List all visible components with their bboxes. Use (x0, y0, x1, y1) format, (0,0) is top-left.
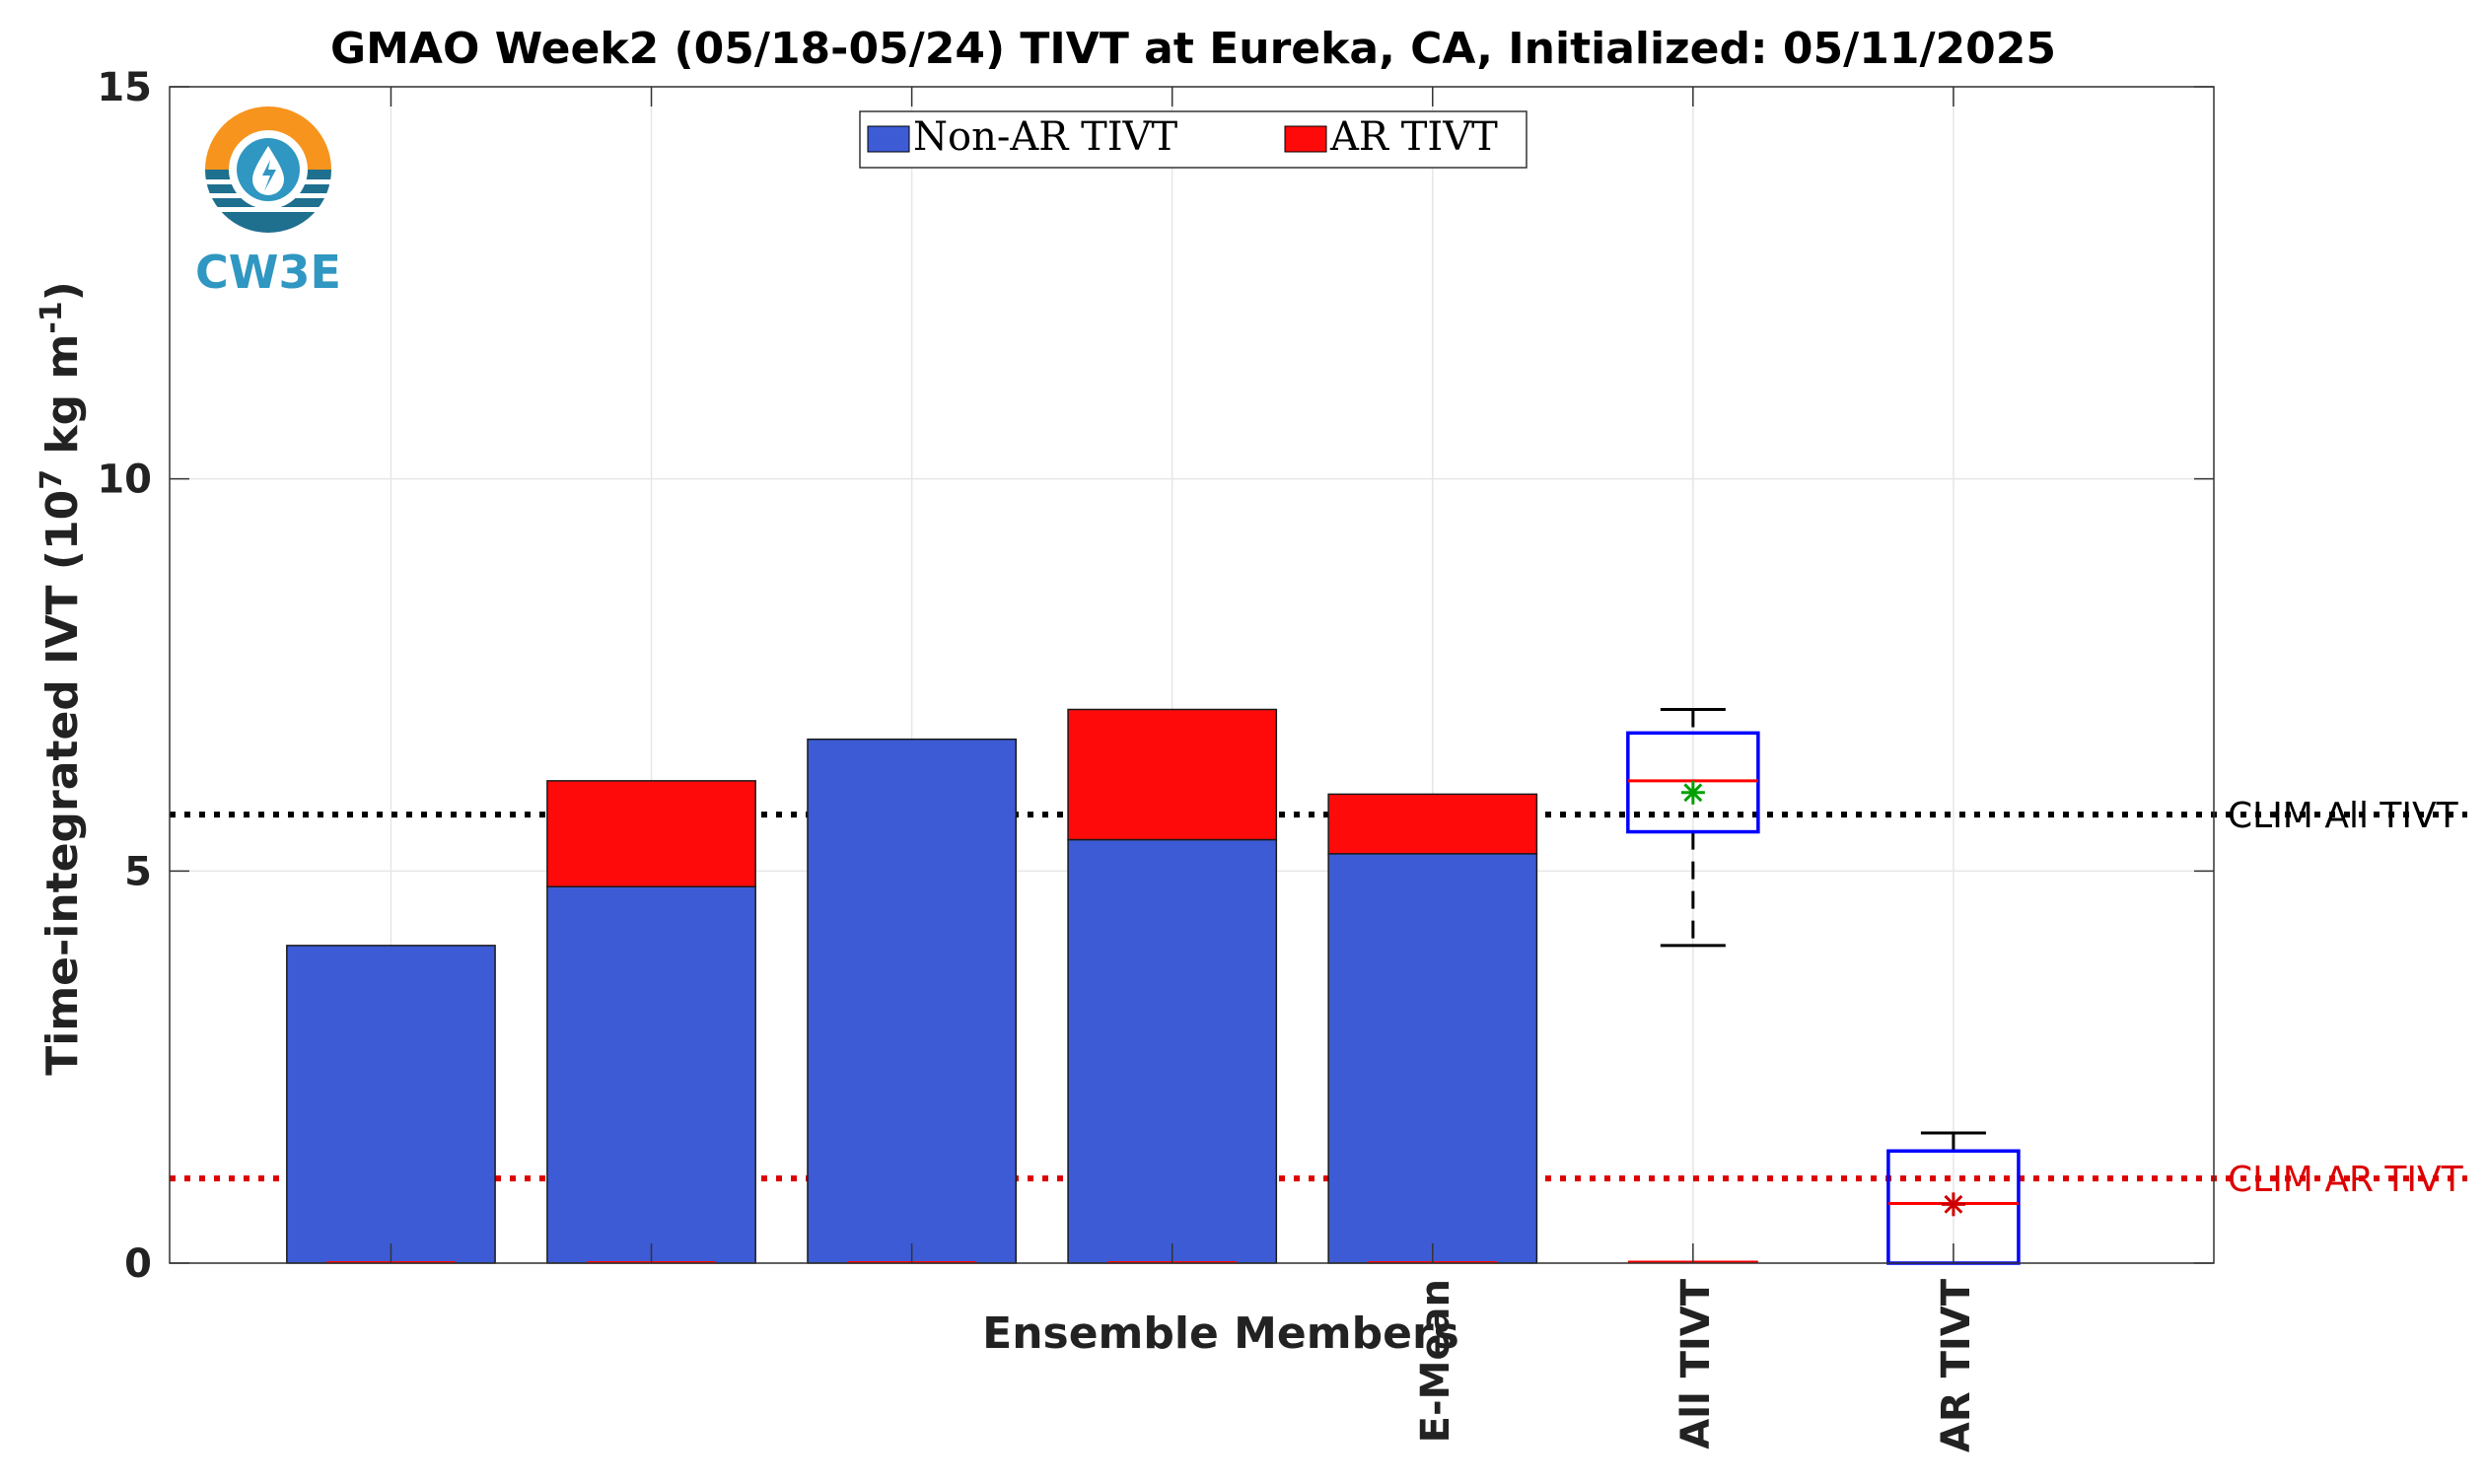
mean-marker-stroke (1683, 783, 1703, 803)
bar-non-ar-5 (1327, 853, 1538, 1264)
mean-marker (1941, 1192, 1965, 1217)
bar-ar-4 (1067, 708, 1278, 841)
bar-non-ar-4 (1067, 838, 1278, 1264)
legend-label-non-ar: Non-AR TIVT (913, 114, 1177, 160)
logo-text: CW3E (195, 246, 341, 299)
box (1626, 731, 1760, 834)
mean-marker (1680, 780, 1705, 805)
bars (286, 708, 1538, 1264)
legend: Non-AR TIVT AR TIVT (859, 110, 1528, 169)
clim-all-tivt-label: CLIM All TIVT (2228, 796, 2459, 836)
axes (169, 86, 2215, 1264)
y-tick-labels: 0 5 10 15 (97, 65, 152, 1287)
x-tick-label: AR TIVT (1934, 1278, 1979, 1452)
bar-non-ar-2 (546, 885, 756, 1264)
bar-ar-2 (546, 780, 756, 887)
y-tick-label: 10 (97, 458, 152, 503)
legend-swatch-ar (1284, 125, 1327, 153)
legend-label-ar: AR TIVT (1329, 114, 1498, 160)
boxplot-all-tivt (1626, 707, 1760, 948)
x-tick-label: All TIVT (1673, 1278, 1719, 1449)
y-tick-label: 0 (124, 1241, 152, 1287)
chart-title: GMAO Week2 (05/18-05/24) TIVT at Eureka,… (330, 24, 2056, 74)
x-tick-labels: E-Mean All TIVT AR TIVT (1413, 1278, 1979, 1452)
y-tick-label: 5 (124, 849, 152, 894)
bar-non-ar-3 (807, 738, 1017, 1264)
mean-marker-stroke (1944, 1194, 1963, 1214)
y-axis-label: Time-integrated IVT (107 kg m-1) (35, 281, 88, 1076)
cw3e-logo: CW3E (195, 106, 341, 299)
x-tick-label: E-Mean (1413, 1279, 1458, 1443)
reference-line-labels: CLIM All TIVT CLIM AR TIVT (2228, 796, 2464, 1200)
axes-box (169, 86, 2215, 1264)
bar-non-ar-1 (286, 945, 496, 1264)
x-axis-label: Ensemble Members (982, 1308, 1459, 1359)
bar-ar-5 (1327, 793, 1538, 855)
clim-ar-tivt-label: CLIM AR TIVT (2228, 1160, 2464, 1200)
y-tick-label: 15 (97, 65, 152, 110)
legend-swatch-non-ar (867, 125, 910, 153)
